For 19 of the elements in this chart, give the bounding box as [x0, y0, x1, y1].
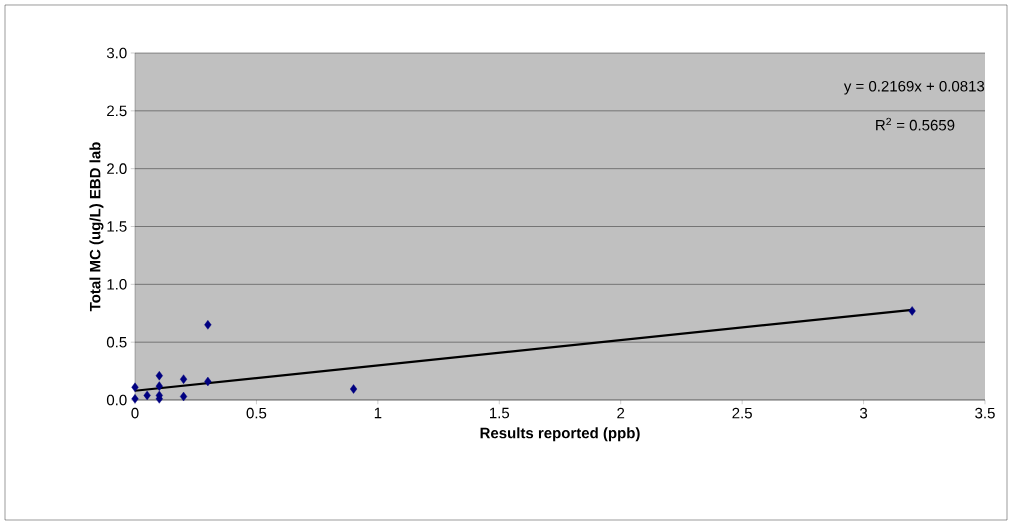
y-axis-title: Total MC (ug/L) EBD lab	[89, 142, 104, 312]
annotation: R$^{2}$ = 0.5659	[876, 117, 955, 131]
y-tick-label: 1.0	[107, 279, 127, 290]
y-tick-label: 3.0	[106, 47, 127, 59]
annotation: y = 0.2169x + 0.0813	[843, 80, 985, 95]
x-tick-label: 1.5	[490, 407, 510, 419]
x-tick-label: 1	[374, 407, 382, 419]
x-tick-label: 3	[859, 407, 868, 419]
x-tick-label: 2.5	[732, 407, 752, 419]
x-tick-label: 2	[617, 407, 625, 419]
y-tick-label: 1.5	[107, 221, 127, 232]
x-tick-label: 0.5	[246, 407, 267, 419]
x-tick-label: 0	[131, 407, 139, 419]
y-tick-label: 0.0	[106, 394, 127, 406]
x-tick-label: 3.5	[975, 407, 995, 419]
y-tick-label: 2.0	[107, 163, 127, 174]
y-tick-label: 0.5	[106, 336, 127, 348]
x-axis-title: Results reported (ppb)	[480, 427, 640, 442]
y-tick-label: 2.5	[107, 105, 127, 117]
